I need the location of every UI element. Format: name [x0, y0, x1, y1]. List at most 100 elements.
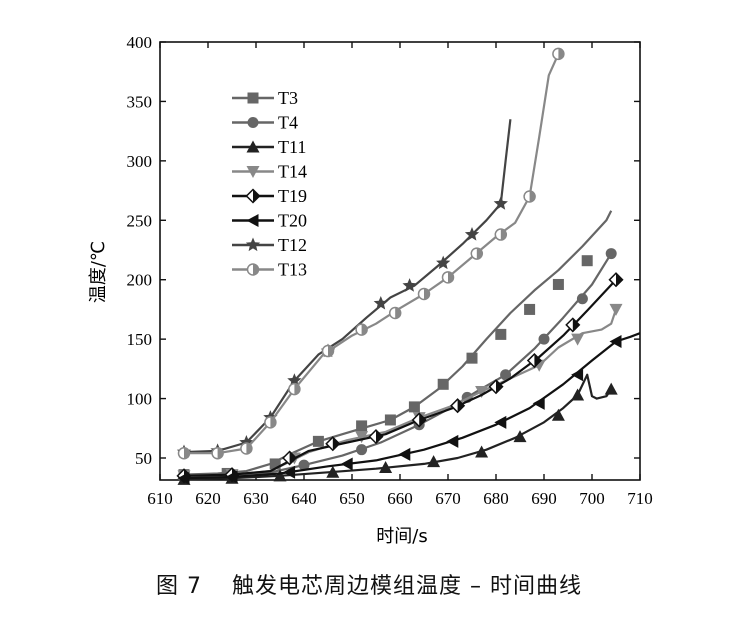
x-tick-label: 630: [243, 489, 269, 508]
x-axis-title: 时间/s: [376, 526, 427, 547]
data-point: [273, 469, 287, 482]
data-point: [576, 293, 588, 305]
y-tick-label: 100: [127, 390, 153, 409]
legend-item-t12: T12: [232, 235, 307, 255]
x-tick-label: 710: [627, 489, 653, 508]
figure-caption: 图 7 触发电芯周边模组温度 – 时间曲线: [0, 568, 738, 600]
data-point-fill: [376, 430, 383, 444]
legend-item-t3: T3: [232, 88, 298, 108]
data-point: [552, 278, 564, 290]
x-tick-label: 660: [387, 489, 413, 508]
data-point: [437, 378, 449, 390]
data-point: [312, 435, 324, 447]
data-point: [464, 227, 480, 241]
data-point: [581, 255, 593, 267]
legend: T3 T4 T11 T14 T19 T20 T12 T13: [232, 88, 307, 280]
legend-label: T13: [278, 260, 307, 280]
y-tick-label: 250: [127, 211, 153, 230]
data-point: [356, 420, 368, 432]
data-point-fill: [616, 273, 623, 287]
data-point: [436, 255, 451, 270]
y-tick-label: 150: [127, 330, 153, 349]
caption-text: 触发电芯周边模组温度 – 时间曲线: [232, 574, 582, 599]
data-point: [427, 455, 441, 468]
data-point: [609, 303, 623, 316]
x-tick-label: 610: [147, 489, 173, 508]
data-point: [326, 465, 340, 478]
data-point: [355, 431, 369, 444]
data-point: [247, 92, 259, 104]
x-tick-label: 690: [531, 489, 557, 508]
legend-label: T12: [278, 235, 307, 255]
data-point: [551, 408, 565, 421]
data-point-fill: [361, 324, 368, 336]
series-line: [183, 253, 613, 479]
y-tick-label: 200: [127, 271, 153, 290]
y-tick-label: 300: [127, 152, 153, 171]
y-tick-label: 50: [135, 449, 152, 468]
x-tick-label: 650: [339, 489, 365, 508]
data-point-fill: [457, 399, 465, 413]
data-point-fill: [534, 354, 541, 368]
data-point-fill: [253, 189, 260, 203]
data-point: [571, 333, 585, 346]
y-axis-title: 温度/℃: [88, 241, 109, 303]
data-point: [493, 196, 508, 210]
data-point: [604, 382, 618, 395]
legend-label: T3: [278, 88, 298, 108]
data-point-fill: [496, 380, 503, 394]
series-t3: [178, 210, 613, 481]
data-point-fill: [419, 413, 426, 427]
data-point: [402, 278, 417, 292]
data-point: [513, 430, 527, 443]
data-point: [494, 415, 507, 429]
data-point-fill: [448, 271, 454, 283]
data-point: [177, 471, 190, 485]
x-tick-label: 700: [579, 489, 605, 508]
x-tick-label: 670: [435, 489, 461, 508]
data-point: [475, 445, 489, 458]
data-point: [269, 458, 281, 470]
data-point: [246, 166, 260, 178]
data-point: [246, 214, 259, 227]
data-point-fill: [184, 447, 190, 459]
data-point: [245, 237, 261, 252]
data-point: [225, 470, 238, 484]
data-point: [495, 328, 507, 340]
legend-item-t4: T4: [232, 113, 298, 133]
data-point: [384, 414, 396, 426]
data-point: [379, 461, 393, 474]
data-point: [340, 457, 353, 471]
y-axis: 50 100 150 200 250 300 350 400: [127, 33, 640, 468]
data-point-fill: [294, 383, 300, 395]
y-tick-label: 350: [127, 92, 153, 111]
data-point-fill: [500, 229, 507, 241]
data-point: [466, 352, 478, 364]
data-point: [524, 303, 536, 315]
data-point-fill: [332, 437, 340, 451]
y-tick-label: 400: [127, 33, 153, 52]
data-point: [532, 396, 545, 410]
legend-item-t19: T19: [232, 186, 307, 206]
data-point: [298, 459, 310, 471]
line-chart: 610 620 630 640 650 660 670 680 690 700 710 50 100 1…: [88, 33, 653, 547]
x-tick-label: 620: [195, 489, 221, 508]
data-point-fill: [289, 451, 297, 465]
data-point: [538, 333, 550, 345]
legend-label: T19: [278, 186, 307, 206]
data-point: [446, 434, 459, 448]
data-point: [571, 388, 585, 401]
caption-number: 图 7: [156, 574, 202, 599]
legend-item-t14: T14: [232, 162, 307, 182]
data-point-fill: [270, 416, 276, 428]
data-point: [398, 447, 411, 461]
data-point-fill: [476, 248, 483, 260]
legend-label: T4: [278, 113, 298, 133]
data-point: [609, 335, 622, 349]
data-point: [475, 385, 489, 398]
legend-label: T11: [278, 137, 306, 157]
x-tick-label: 640: [291, 489, 317, 508]
x-tick-label: 680: [483, 489, 509, 508]
data-point-fill: [424, 288, 430, 300]
data-point: [408, 401, 420, 413]
